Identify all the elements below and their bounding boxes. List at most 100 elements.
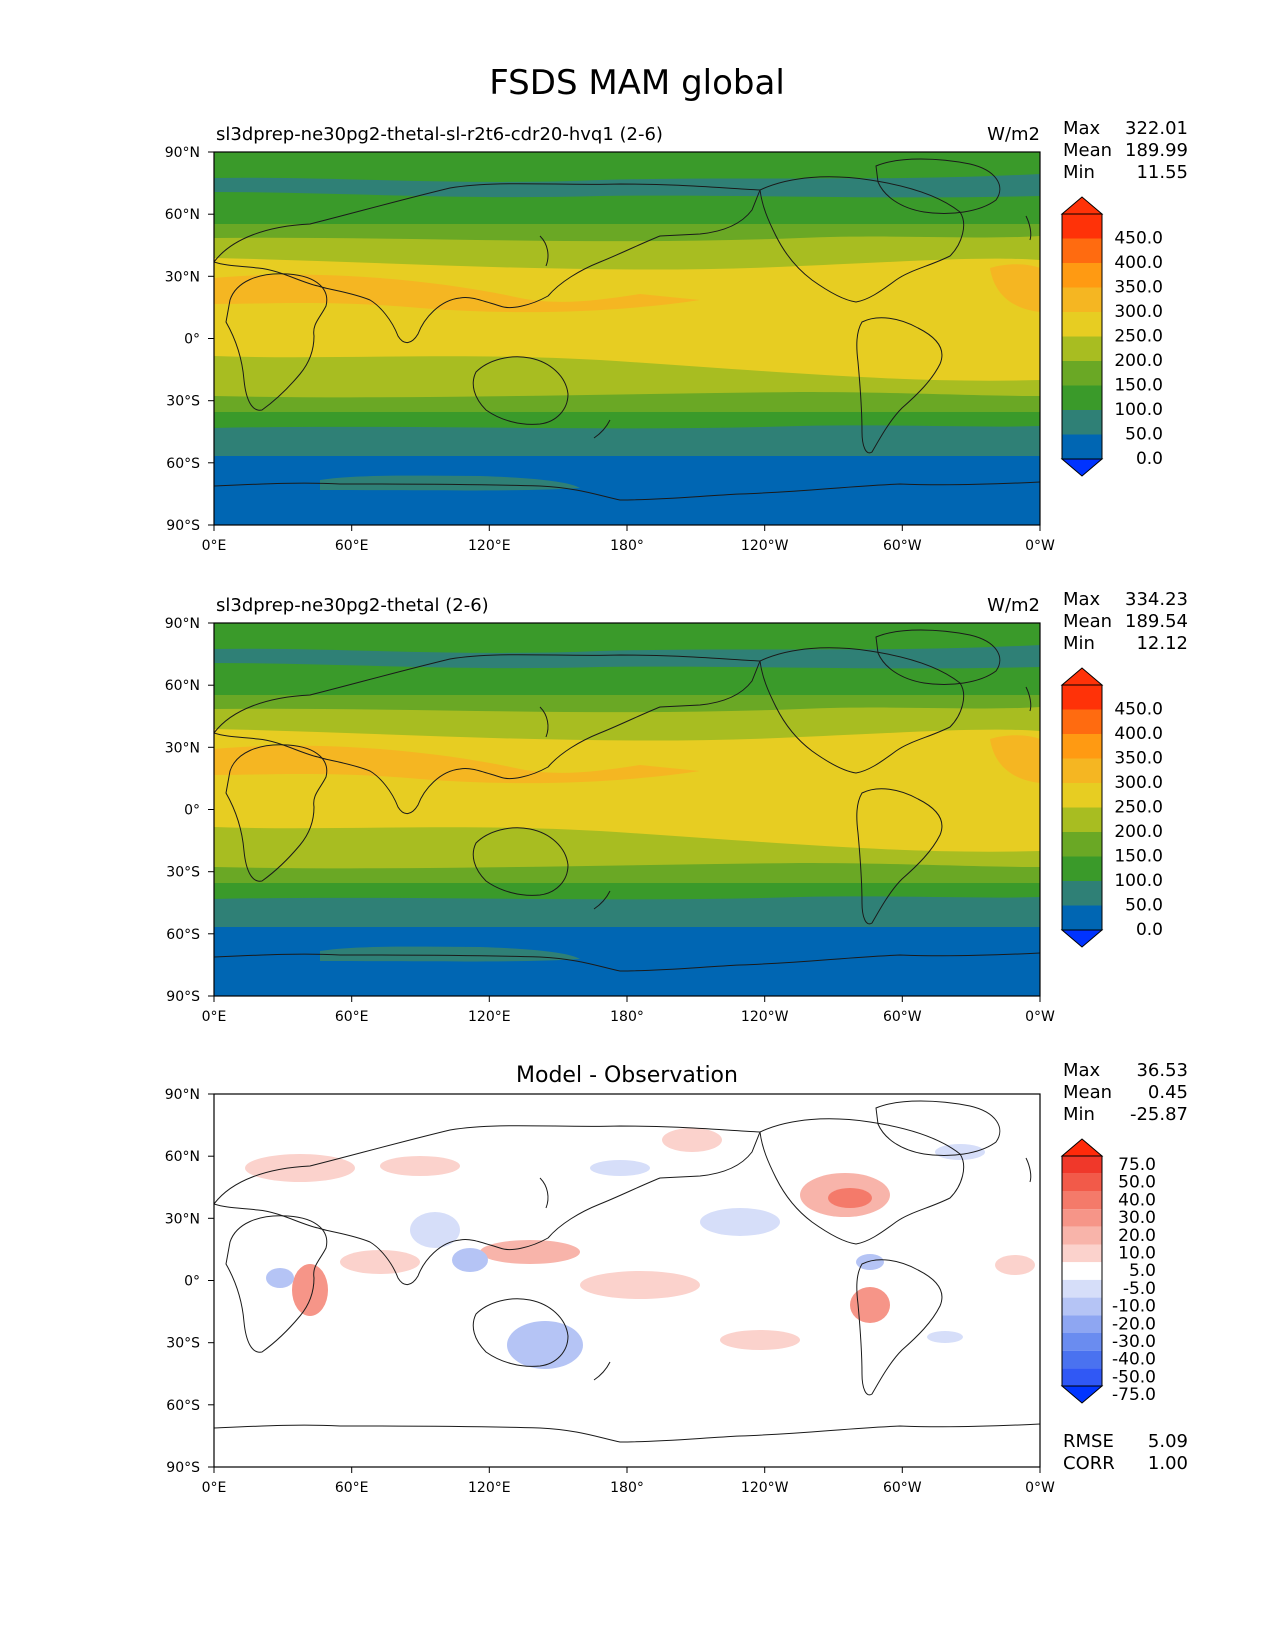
stat-label: CORR: [1063, 1453, 1115, 1474]
lat-tick-label: 60°S: [166, 456, 200, 472]
colorbar-swatch: [1062, 758, 1102, 783]
coast-japan: [539, 706, 549, 738]
stat-label: Max: [1063, 118, 1101, 139]
colorbar-swatch: [1062, 1315, 1102, 1333]
colorbar-swatch: [1062, 905, 1102, 930]
colorbar-frame: [1061, 213, 1103, 460]
colorbar-label: 0.0: [1136, 449, 1163, 469]
map-diff: [214, 1094, 1040, 1467]
stat-label: Mean: [1063, 140, 1112, 161]
lon-tick-label: 0°E: [202, 1480, 227, 1496]
coast-new-zealand: [593, 419, 611, 439]
lon-tick-label: 120°W: [741, 538, 789, 554]
diff-blob: [452, 1248, 488, 1272]
colorbar-swatch: [1062, 709, 1102, 734]
lon-tick-label: 120°W: [741, 1480, 789, 1496]
panel-units: W/m2: [987, 124, 1040, 145]
diff-blob: [720, 1330, 800, 1350]
diff-blob: [590, 1160, 650, 1176]
colorbar-swatch: [1062, 1156, 1102, 1174]
stat-label: Min: [1063, 1104, 1095, 1125]
panel-title-left: sl3dprep-ne30pg2-thetal-sl-r2t6-cdr20-hv…: [216, 124, 663, 145]
colorbar-label: 75.0: [1118, 1155, 1156, 1175]
field-band: [214, 645, 1040, 669]
colorbar: 450.0 400.0 350.0 300.0 250.0 200.0 150.…: [1060, 196, 1163, 477]
lat-tick-label: 90°S: [166, 989, 200, 1005]
colorbar-label: 10.0: [1118, 1244, 1156, 1264]
stat-label: Min: [1063, 162, 1095, 183]
colorbar: 450.0 400.0 350.0 300.0 250.0 200.0 150.…: [1060, 667, 1163, 948]
lat-tick-label: 30°N: [165, 740, 200, 756]
field-band: [990, 264, 1040, 312]
colorbar-swatch: [1062, 361, 1102, 386]
lat-tick-label: 90°N: [165, 616, 200, 632]
colorbar-swatch: [1062, 287, 1102, 312]
colorbar-label: 50.0: [1125, 425, 1163, 445]
colorbar-label: -5.0: [1123, 1279, 1156, 1299]
colorbar-swatch: [1062, 832, 1102, 857]
coast-australia: [472, 827, 569, 896]
coast-britain: [1025, 686, 1032, 712]
colorbar-label: 50.0: [1118, 1173, 1156, 1193]
colorbar-swatch: [1062, 1244, 1102, 1263]
colorbar-swatch: [1062, 238, 1102, 263]
coast-japan: [539, 235, 549, 267]
colorbar-swatch: [1062, 312, 1102, 337]
diff-blob: [935, 1144, 985, 1160]
colorbar-label: 100.0: [1114, 871, 1163, 891]
lat-axis: 90°N 60°N 30°N 0° 30°S 60°S 90°S: [165, 145, 214, 534]
coastlines: [214, 1100, 1040, 1443]
stats-block: Max 334.23 Mean 189.54 Min 12.12: [1063, 589, 1188, 654]
diff-blob: [245, 1154, 355, 1182]
lat-tick-label: 60°S: [166, 1398, 200, 1414]
diff-blob: [266, 1268, 294, 1288]
colorbar-extend-min: [1060, 1385, 1104, 1404]
colorbar-label: 400.0: [1114, 253, 1163, 273]
colorbar-label: -50.0: [1112, 1367, 1156, 1387]
field-band: [214, 927, 1040, 996]
lat-tick-label: 0°: [184, 332, 200, 348]
diff-blob: [662, 1128, 722, 1152]
diff-blob: [380, 1156, 460, 1176]
colorbar-label: 200.0: [1114, 351, 1163, 371]
coast-japan: [539, 1177, 549, 1209]
stat-value: 5.09: [1148, 1431, 1188, 1452]
colorbar-swatch: [1062, 1297, 1102, 1316]
colorbar-extend-max: [1060, 1138, 1104, 1157]
error-stats-block: RMSE 5.09 CORR 1.00: [1063, 1431, 1188, 1474]
lon-axis: 0°E 60°E 120°E 180° 120°W 60°W 0°W: [202, 996, 1055, 1025]
coast-north-america: [759, 176, 965, 303]
lat-tick-label: 90°S: [166, 1460, 200, 1476]
lat-axis: 90°N 60°N 30°N 0° 30°S 60°S 90°S: [165, 616, 214, 1005]
lon-tick-label: 180°: [610, 1480, 644, 1496]
lon-tick-label: 120°E: [468, 538, 511, 554]
lat-tick-label: 90°S: [166, 518, 200, 534]
colorbar: 75.0 50.0 40.0 30.0 20.0 10.0 5.0 -5.0 -…: [1060, 1138, 1156, 1405]
coast-north-america: [759, 1118, 965, 1245]
coast-greenland: [875, 1100, 1001, 1156]
colorbar-label: 5.0: [1129, 1261, 1156, 1281]
colorbar-extend-min: [1060, 458, 1104, 477]
coast-eurasia: [214, 1125, 761, 1285]
diff-blob: [995, 1255, 1035, 1275]
colorbar-swatch: [1062, 734, 1102, 759]
diff-blob: [410, 1212, 460, 1248]
stat-value: -25.87: [1130, 1104, 1188, 1125]
stat-value: 189.54: [1125, 611, 1188, 632]
colorbar-label: -75.0: [1112, 1385, 1156, 1405]
colorbar-label: 100.0: [1114, 400, 1163, 420]
colorbar-label: 20.0: [1118, 1226, 1156, 1246]
coast-south-america: [856, 788, 943, 925]
panel-test: sl3dprep-ne30pg2-thetal-sl-r2t6-cdr20-hv…: [165, 118, 1188, 554]
lat-tick-label: 30°N: [165, 269, 200, 285]
diff-blob: [507, 1321, 583, 1369]
map-field: [214, 623, 1040, 996]
stats-block: Max 322.01 Mean 189.99 Min 11.55: [1063, 118, 1188, 183]
colorbar-label: 40.0: [1118, 1190, 1156, 1210]
coastlines: [214, 629, 1040, 972]
colorbar-swatch: [1062, 685, 1102, 710]
colorbar-label: 250.0: [1114, 327, 1163, 347]
panel-title-left: sl3dprep-ne30pg2-thetal (2-6): [216, 595, 489, 616]
colorbar-label: 150.0: [1114, 376, 1163, 396]
coast-australia: [472, 1298, 569, 1367]
